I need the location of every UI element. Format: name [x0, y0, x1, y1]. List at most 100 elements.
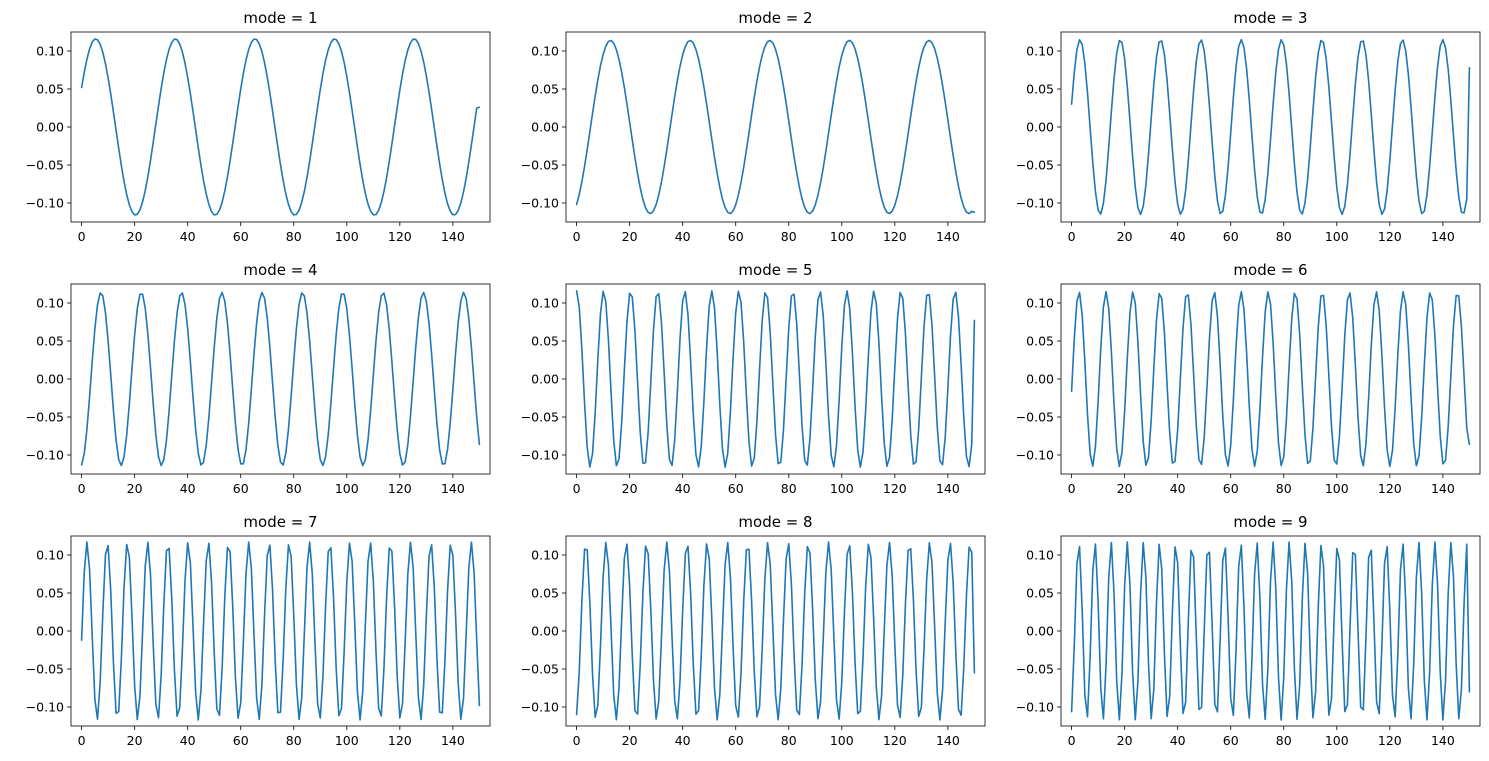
x-tick-label: 140 [936, 481, 960, 496]
y-tick-label: 0.00 [531, 372, 559, 387]
axes-frame [70, 31, 491, 223]
x-tick-label: 80 [1276, 481, 1292, 496]
x-tick-label: 60 [233, 481, 249, 496]
y-tick-label: 0.10 [1026, 548, 1054, 563]
x-tick-label: 0 [573, 229, 581, 244]
y-tick-label: 0.10 [36, 44, 64, 59]
x-tick-label: 60 [728, 733, 744, 748]
y-tick-label: 0.05 [1026, 586, 1054, 601]
x-tick-label: 80 [1276, 733, 1292, 748]
x-tick-label: 0 [1068, 229, 1076, 244]
x-tick-label: 140 [441, 733, 465, 748]
x-tick-label: 100 [335, 229, 359, 244]
y-tick-label: 0.05 [531, 334, 559, 349]
series-line [80, 541, 481, 721]
y-tick-label: 0.00 [531, 624, 559, 639]
x-tick-label: 0 [78, 733, 86, 748]
y-tick-label: −0.05 [521, 662, 559, 677]
y-tick-label: 0.10 [1026, 296, 1054, 311]
x-tick-label: 40 [1170, 229, 1186, 244]
y-tick-label: 0.00 [36, 624, 64, 639]
y-tick-label: −0.10 [1016, 448, 1054, 463]
x-tick-label: 20 [622, 481, 638, 496]
subplot-title: mode = 9 [1233, 513, 1307, 531]
y-tick-label: 0.05 [36, 334, 64, 349]
subplot-6: mode = 6 0 20 40 60 80 100 120 140 0.10 0.05 0.00 −0… [1016, 261, 1481, 496]
x-tick-label: 40 [180, 733, 196, 748]
axes-frame [1060, 31, 1481, 223]
y-tick-label: −0.10 [521, 700, 559, 715]
y-tick-label: 0.00 [36, 372, 64, 387]
subplot-8: mode = 8 0 20 40 60 80 100 120 140 0.10 0.05 0.00 −0… [521, 513, 986, 748]
x-tick-label: 80 [781, 733, 797, 748]
subplot-title: mode = 8 [738, 513, 812, 531]
subplot-title: mode = 3 [1233, 9, 1307, 27]
y-tick-label: −0.05 [521, 158, 559, 173]
subplot-title: mode = 2 [738, 9, 812, 27]
axes-frame [565, 31, 986, 223]
y-tick-label: −0.10 [521, 196, 559, 211]
y-tick-label: 0.10 [531, 548, 559, 563]
x-tick-label: 60 [1223, 481, 1239, 496]
y-tick-label: −0.05 [521, 410, 559, 425]
x-tick-label: 140 [441, 481, 465, 496]
x-tick-label: 0 [78, 481, 86, 496]
subplot-7: mode = 7 0 20 40 60 80 100 120 140 0.10 0.05 0.00 −0… [26, 513, 491, 748]
x-tick-label: 80 [286, 733, 302, 748]
y-tick-label: 0.05 [531, 586, 559, 601]
x-tick-label: 120 [883, 481, 907, 496]
x-tick-label: 120 [1378, 229, 1402, 244]
x-tick-label: 60 [728, 229, 744, 244]
y-tick-label: −0.10 [521, 448, 559, 463]
y-tick-label: −0.05 [26, 158, 64, 173]
series-line [80, 291, 481, 467]
x-tick-label: 0 [573, 733, 581, 748]
x-tick-label: 140 [441, 229, 465, 244]
subplot-4: mode = 4 0 20 40 60 80 100 120 140 0.10 0.05 0.00 −0… [26, 261, 491, 496]
x-tick-label: 140 [1431, 733, 1455, 748]
x-tick-label: 100 [1325, 733, 1349, 748]
x-tick-label: 100 [1325, 229, 1349, 244]
y-tick-label: −0.05 [26, 410, 64, 425]
subplot-1: mode = 1 0 20 40 60 80 100 120 140 0.10 0.05 0.00 −0… [26, 9, 491, 244]
y-tick-label: 0.00 [36, 120, 64, 135]
x-tick-label: 40 [1170, 733, 1186, 748]
x-tick-label: 100 [335, 733, 359, 748]
y-tick-label: −0.05 [1016, 410, 1054, 425]
x-tick-label: 80 [286, 229, 302, 244]
x-tick-label: 100 [830, 481, 854, 496]
y-tick-label: 0.10 [531, 44, 559, 59]
subplot-9: mode = 9 0 20 40 60 80 100 120 140 0.10 0.05 0.00 −0… [1016, 513, 1481, 748]
x-tick-label: 20 [1117, 481, 1133, 496]
x-tick-label: 20 [622, 229, 638, 244]
subplot-3: mode = 3 0 20 40 60 80 100 120 140 0.10 0.05 0.00 −0… [1016, 9, 1481, 244]
x-tick-label: 60 [1223, 229, 1239, 244]
x-tick-label: 120 [883, 733, 907, 748]
x-tick-label: 80 [781, 481, 797, 496]
y-tick-label: −0.10 [1016, 700, 1054, 715]
subplot-5: mode = 5 0 20 40 60 80 100 120 140 0.10 0.05 0.00 −0… [521, 261, 986, 496]
x-tick-label: 0 [1068, 733, 1076, 748]
subplot-title: mode = 6 [1233, 261, 1307, 279]
y-tick-label: 0.10 [531, 296, 559, 311]
y-tick-label: 0.00 [531, 120, 559, 135]
subplot-2: mode = 2 0 20 40 60 80 100 120 140 0.10 0.05 0.00 −0… [521, 9, 986, 244]
x-tick-label: 100 [335, 481, 359, 496]
series-line [575, 39, 976, 215]
x-tick-label: 60 [233, 229, 249, 244]
y-tick-label: 0.10 [1026, 44, 1054, 59]
x-tick-label: 120 [388, 733, 412, 748]
x-tick-label: 80 [781, 229, 797, 244]
x-tick-label: 40 [180, 229, 196, 244]
x-tick-label: 20 [127, 733, 143, 748]
y-tick-label: −0.05 [1016, 158, 1054, 173]
x-tick-label: 60 [1223, 733, 1239, 748]
series-line [575, 541, 976, 721]
x-tick-label: 60 [233, 733, 249, 748]
y-tick-label: −0.10 [1016, 196, 1054, 211]
x-tick-label: 0 [1068, 481, 1076, 496]
x-tick-label: 120 [1378, 733, 1402, 748]
y-tick-label: 0.05 [1026, 82, 1054, 97]
x-tick-label: 40 [675, 481, 691, 496]
x-tick-label: 20 [1117, 229, 1133, 244]
